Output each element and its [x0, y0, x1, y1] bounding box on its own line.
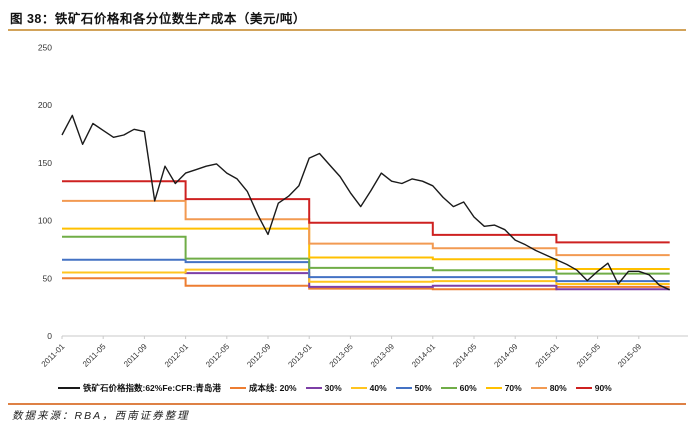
y-tick-label: 50 — [43, 273, 53, 283]
legend-label: 70% — [504, 383, 522, 393]
x-tick-label: 2012-09 — [245, 342, 273, 370]
legend-swatch-icon — [575, 386, 592, 390]
legend-swatch-icon — [395, 386, 412, 390]
legend-item-8: 90% — [575, 383, 612, 393]
legend-label: 60% — [459, 383, 477, 393]
chart-canvas: 0 50 100 150 200 250 2011-01 2011-05 2011-09 2012… — [38, 42, 688, 370]
y-tick-label: 100 — [38, 216, 52, 226]
legend-swatch-icon — [530, 386, 547, 390]
x-tick-label: 2013-09 — [369, 342, 397, 370]
price-cost-chart: 0 50 100 150 200 250 2011-01 2011-05 2011-09 2012… — [0, 36, 692, 378]
legend-label: 50% — [414, 383, 432, 393]
cost-line-50 — [62, 258, 670, 283]
legend-label: 40% — [369, 383, 387, 393]
legend-item-1: 成本线: 20% — [229, 382, 297, 394]
x-tick-label: 2015-05 — [575, 342, 603, 370]
x-tick-label: 2014-09 — [492, 342, 520, 370]
x-tick-label: 2015-09 — [616, 342, 644, 370]
x-tick-label: 2012-05 — [204, 342, 232, 370]
cost-line-40 — [62, 268, 670, 285]
legend-swatch-icon — [485, 386, 502, 390]
x-tick-label: 2013-05 — [328, 342, 356, 370]
legend-swatch-icon — [350, 386, 367, 390]
iron-ore-price-line — [61, 114, 670, 291]
x-tick-label: 2013-01 — [286, 342, 314, 370]
cost-line-90 — [62, 180, 670, 244]
legend-item-2: 30% — [305, 383, 342, 393]
legend-label: 成本线: 20% — [248, 383, 297, 393]
x-tick-label: 2014-05 — [451, 342, 479, 370]
legend-item-0: 铁矿石价格指数:62%Fe:CFR:青岛港 — [58, 382, 221, 394]
legend-item-5: 60% — [440, 383, 477, 393]
y-tick-label: 150 — [38, 158, 52, 168]
y-tick-label: 250 — [38, 42, 52, 52]
legend-label: 80% — [549, 383, 567, 393]
x-tick-label: 2011-01 — [40, 342, 67, 369]
title-divider — [8, 29, 686, 31]
cost-line-80 — [62, 199, 670, 257]
x-tick-label: 2012-01 — [163, 342, 191, 370]
y-tick-label: 200 — [38, 100, 52, 110]
chart-legend: 铁矿石价格指数:62%Fe:CFR:青岛港 成本线: 20% 30% 40% 50% 60… — [58, 380, 688, 396]
legend-item-3: 40% — [350, 383, 387, 393]
legend-swatch-icon — [305, 386, 322, 390]
legend-swatch-icon — [58, 386, 80, 390]
legend-item-7: 80% — [530, 383, 567, 393]
legend-swatch-icon — [440, 386, 457, 390]
figure-title: 图 38：铁矿石价格和各分位数生产成本（美元/吨） — [10, 12, 306, 26]
footer-divider — [8, 403, 686, 405]
y-tick-label: 0 — [47, 331, 52, 341]
data-source-note: 数据来源：RBA，西南证券整理 — [12, 410, 190, 422]
x-tick-label: 2011-09 — [122, 342, 149, 369]
legend-swatch-icon — [229, 386, 246, 390]
x-tick-label: 2014-01 — [410, 342, 438, 370]
legend-label: 90% — [594, 383, 612, 393]
x-tick-label: 2015-01 — [534, 342, 562, 370]
legend-label: 30% — [324, 383, 342, 393]
cost-line-70 — [62, 227, 670, 270]
cost-line-60 — [62, 235, 670, 275]
legend-label: 铁矿石价格指数:62%Fe:CFR:青岛港 — [83, 383, 221, 393]
x-tick-label: 2011-05 — [81, 342, 108, 369]
legend-item-4: 50% — [395, 383, 432, 393]
legend-item-6: 70% — [485, 383, 522, 393]
